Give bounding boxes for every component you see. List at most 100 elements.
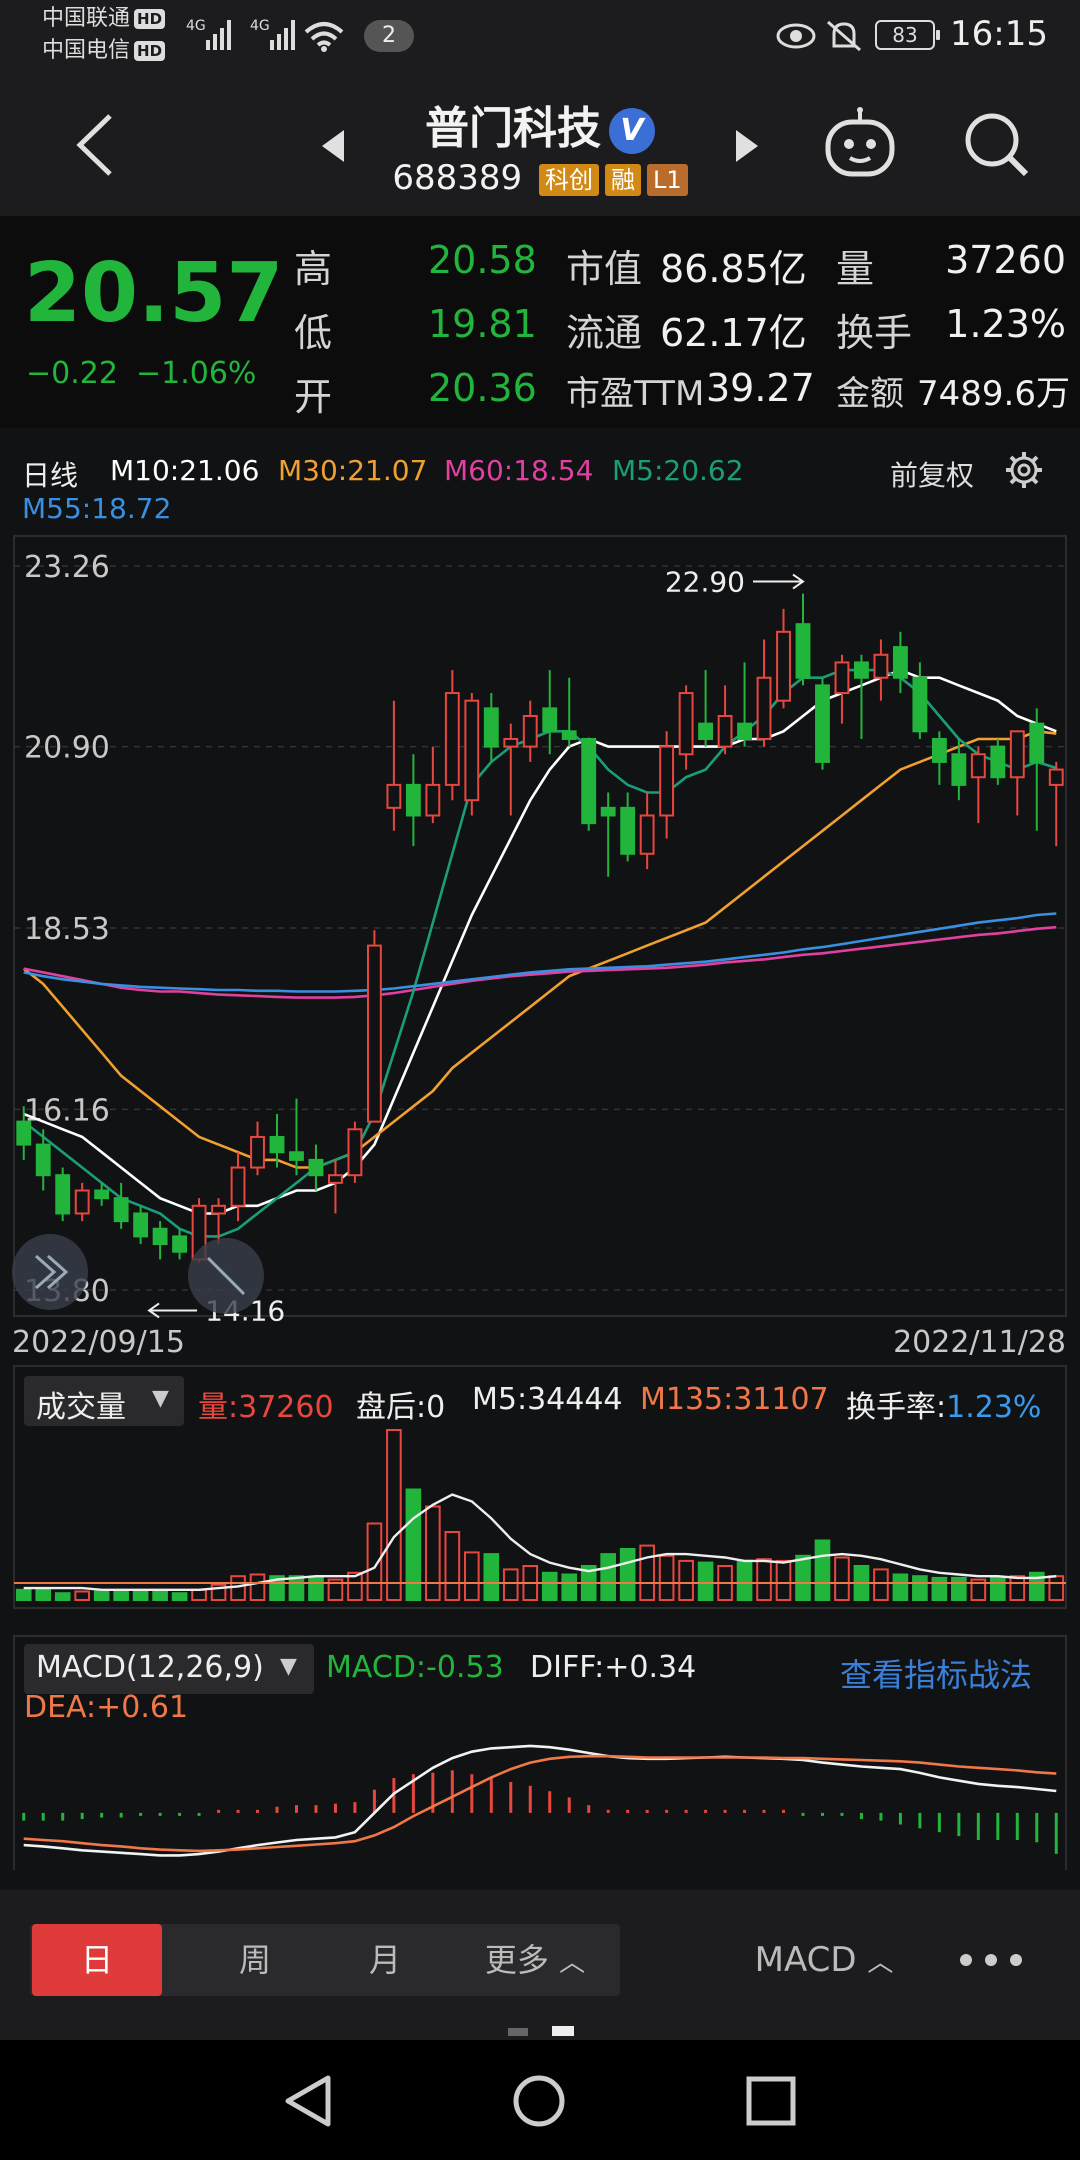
low-value: 19.81	[428, 302, 537, 346]
indicator-strategy-link[interactable]: 查看指标战法	[840, 1656, 1033, 1694]
period-label[interactable]: 日线	[22, 459, 79, 492]
volume-bar	[834, 1556, 850, 1601]
ma10-label: M10:21.06	[110, 454, 260, 487]
volume-bar	[873, 1568, 889, 1602]
clock: 16:15	[950, 14, 1048, 54]
tag-level1: L1	[646, 163, 688, 196]
candle-body	[600, 806, 616, 817]
candle	[776, 608, 791, 709]
candle	[503, 723, 519, 816]
prev-stock-icon[interactable]	[318, 126, 348, 166]
price-tick-label: 18.53	[24, 912, 110, 947]
tab-month[interactable]: 月	[368, 1941, 401, 1979]
candle-body	[951, 753, 967, 786]
candle-body	[698, 722, 714, 740]
candle-body	[308, 1158, 324, 1177]
nav-back-icon[interactable]	[282, 2074, 336, 2128]
turnover-rate-label: 换手率:1.23%	[846, 1382, 1041, 1426]
candle	[444, 670, 460, 801]
candle	[269, 1113, 285, 1168]
volume-bar	[308, 1576, 324, 1602]
volume-bar	[444, 1531, 461, 1601]
candle-body	[854, 661, 869, 679]
stock-code-row: 688389 科创融 L1	[0, 158, 1080, 198]
candle-body	[542, 707, 558, 733]
indicator-selector[interactable]: MACD(12,26,9) ▼	[24, 1644, 314, 1694]
candle	[16, 1106, 32, 1160]
volume-bar	[386, 1429, 402, 1601]
candle	[737, 662, 752, 747]
more-options-icon[interactable]	[956, 1948, 1026, 1972]
adjust-selector[interactable]: 前复权	[890, 459, 975, 492]
price-chart-frame	[13, 535, 1067, 1317]
search-icon[interactable]	[962, 106, 1032, 182]
back-icon[interactable]	[70, 110, 120, 180]
volume-selector[interactable]: 成交量 ▼	[24, 1376, 184, 1426]
mcap-value: 86.85亿	[660, 247, 807, 291]
nav-home-icon[interactable]	[512, 2074, 566, 2128]
candle	[211, 1198, 226, 1245]
candle	[386, 700, 402, 831]
candle	[172, 1228, 188, 1260]
candle	[931, 731, 947, 785]
candle	[113, 1182, 129, 1229]
net-label-2: 4G	[250, 18, 270, 34]
candle	[600, 792, 616, 877]
signal-icons: 4G 4G	[186, 18, 344, 52]
vol-m5-label: M5:34444	[472, 1382, 623, 1417]
volume-bar	[1028, 1571, 1045, 1602]
kline-chart[interactable]: 23.2620.9018.5316.1613.8022.9014.162022/…	[0, 440, 1080, 1870]
low-marker-arrow-icon	[147, 1302, 160, 1319]
tab-more-label: 更多	[484, 1941, 549, 1979]
candle-body	[815, 684, 830, 763]
high-marker-arrow-icon	[792, 573, 805, 590]
candle-body	[795, 623, 811, 679]
volume-bar	[230, 1575, 246, 1601]
volume-bar	[1009, 1575, 1026, 1601]
candle-body	[561, 730, 577, 740]
candle	[366, 930, 382, 1123]
candle	[581, 737, 597, 831]
mcap-label: 市值	[566, 247, 643, 291]
volume-bar	[74, 1590, 91, 1601]
tab-day[interactable]: 日	[32, 1924, 162, 1996]
candle-body	[639, 814, 655, 855]
candle	[425, 746, 441, 824]
volume-label: 量	[836, 247, 875, 291]
mute-bell-icon	[827, 20, 861, 52]
candle	[152, 1221, 168, 1260]
candle-body	[94, 1189, 110, 1200]
next-stock-icon[interactable]	[732, 126, 762, 166]
volume-bar	[697, 1561, 714, 1601]
candle	[74, 1182, 90, 1222]
volume-value: 37260	[945, 238, 1066, 282]
expand-arrow-icon	[206, 1256, 246, 1296]
candle	[483, 693, 499, 762]
float-value: 62.17亿	[660, 311, 807, 355]
candle-body	[717, 715, 733, 748]
candle	[405, 754, 421, 847]
candle	[678, 685, 694, 770]
candle-body	[269, 1135, 285, 1154]
robot-assistant-icon[interactable]	[822, 106, 898, 182]
volume-bar	[892, 1573, 909, 1601]
indicator-tab[interactable]: MACD ︿	[734, 1924, 914, 1996]
candle-body	[1048, 768, 1064, 786]
volume-bar	[756, 1558, 772, 1601]
candle-body	[16, 1120, 32, 1146]
tab-week[interactable]: 周	[238, 1941, 271, 1979]
volume-bar	[93, 1590, 110, 1601]
nav-recents-icon[interactable]	[744, 2074, 798, 2128]
price-tick-label: 16.16	[24, 1093, 110, 1128]
candle	[620, 792, 636, 862]
candle	[35, 1129, 51, 1191]
volume-bar	[502, 1568, 519, 1602]
tab-more[interactable]: 更多 ︿	[450, 1924, 620, 1996]
kline-panel[interactable]: 23.2620.9018.5316.1613.8022.9014.162022/…	[0, 440, 1080, 1870]
system-nav-bar	[0, 2040, 1080, 2160]
settings-gear-icon[interactable]	[1004, 450, 1044, 490]
volume-value-label: 量:37260	[198, 1390, 334, 1425]
turnover-rate-value: 1.23%	[946, 1390, 1042, 1425]
pe-label: 市盈TTM	[566, 374, 705, 414]
candle-body	[581, 737, 597, 825]
